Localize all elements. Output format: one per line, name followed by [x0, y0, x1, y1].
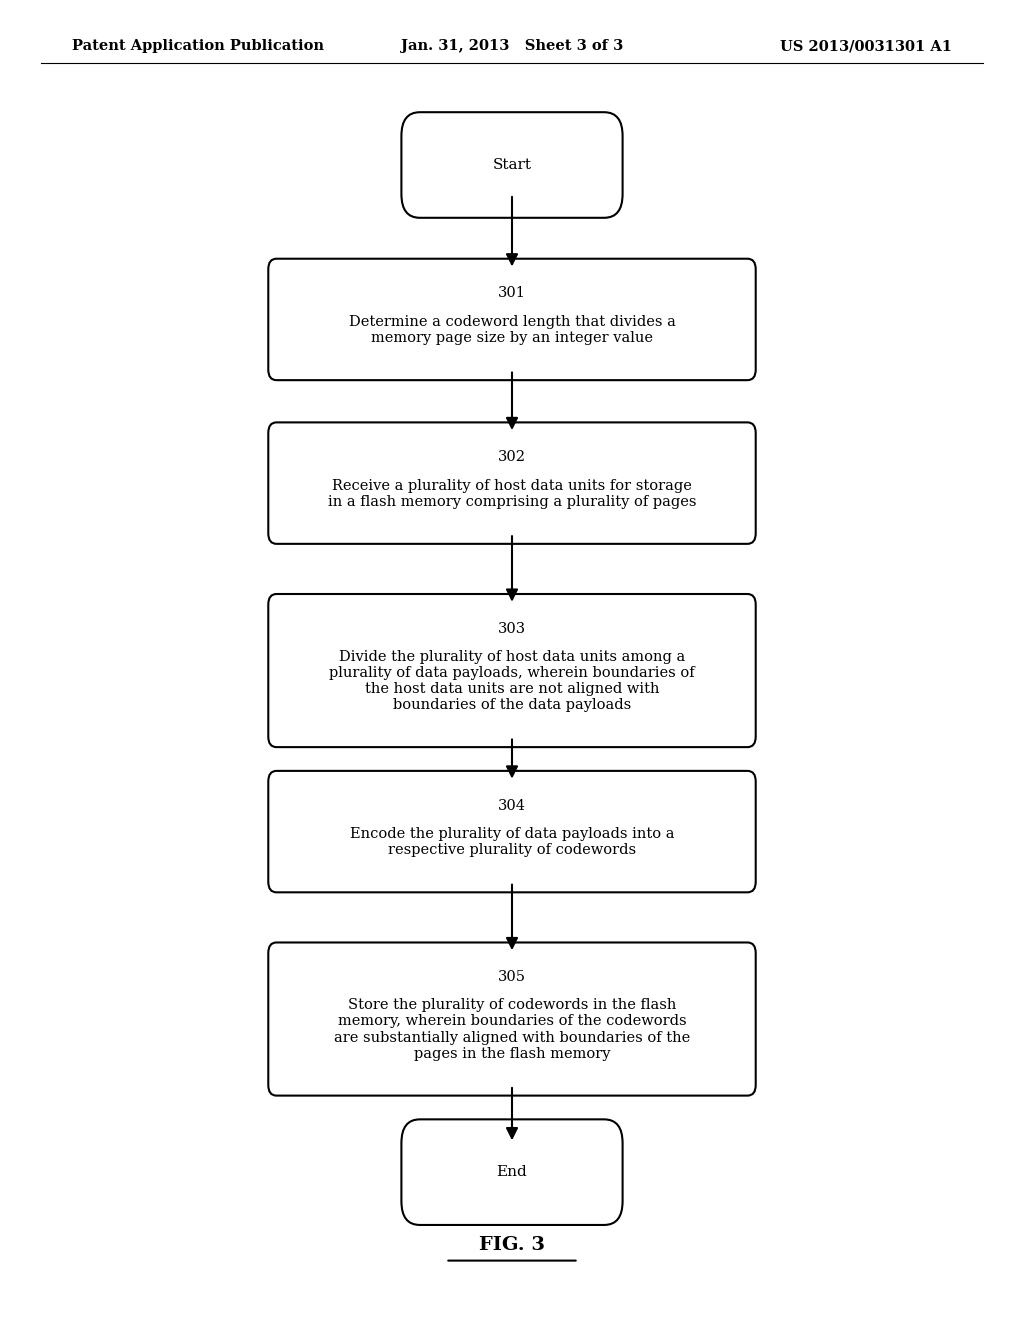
Text: FIG. 3: FIG. 3: [479, 1236, 545, 1254]
FancyBboxPatch shape: [401, 112, 623, 218]
Text: Jan. 31, 2013   Sheet 3 of 3: Jan. 31, 2013 Sheet 3 of 3: [400, 40, 624, 53]
Text: 304: 304: [498, 799, 526, 813]
Text: Receive a plurality of host data units for storage
in a flash memory comprising : Receive a plurality of host data units f…: [328, 479, 696, 508]
Text: 302: 302: [498, 450, 526, 465]
FancyBboxPatch shape: [268, 422, 756, 544]
Text: Store the plurality of codewords in the flash
memory, wherein boundaries of the : Store the plurality of codewords in the …: [334, 998, 690, 1061]
Text: Patent Application Publication: Patent Application Publication: [72, 40, 324, 53]
Text: Encode the plurality of data payloads into a
respective plurality of codewords: Encode the plurality of data payloads in…: [350, 828, 674, 857]
Text: Divide the plurality of host data units among a
plurality of data payloads, wher: Divide the plurality of host data units …: [329, 649, 695, 713]
FancyBboxPatch shape: [401, 1119, 623, 1225]
FancyBboxPatch shape: [268, 594, 756, 747]
Text: Start: Start: [493, 158, 531, 172]
Text: End: End: [497, 1166, 527, 1179]
FancyBboxPatch shape: [268, 771, 756, 892]
Text: US 2013/0031301 A1: US 2013/0031301 A1: [780, 40, 952, 53]
Text: 301: 301: [498, 286, 526, 301]
FancyBboxPatch shape: [268, 259, 756, 380]
Text: Determine a codeword length that divides a
memory page size by an integer value: Determine a codeword length that divides…: [348, 315, 676, 345]
Text: 303: 303: [498, 622, 526, 636]
Text: 305: 305: [498, 970, 526, 985]
FancyBboxPatch shape: [268, 942, 756, 1096]
